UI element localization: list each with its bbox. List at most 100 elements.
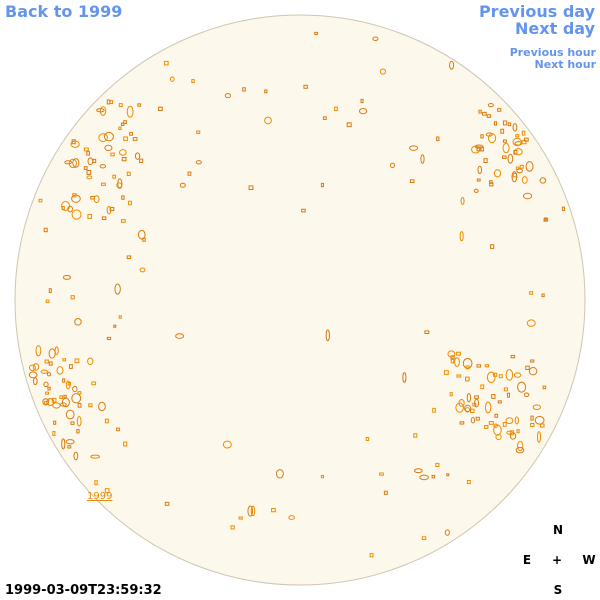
previous-hour-link[interactable]: Previous hour [510,46,597,59]
magnetic-contour [487,103,494,108]
magnetic-contour [532,404,541,410]
magnetic-contour [487,133,497,144]
magnetic-contour [40,369,49,374]
magnetic-contour [413,433,418,438]
magnetic-contour [191,79,195,84]
magnetic-contour [409,179,415,183]
magnetic-contour [47,386,51,391]
magnetic-contour [525,365,530,370]
magnetic-contour [447,350,456,358]
magnetic-contour [123,120,127,124]
magnetic-contour [242,87,246,92]
magnetic-contour [490,244,495,249]
magnetic-contour [94,480,98,486]
magnetic-contour [414,468,423,474]
magnetic-contour [301,208,306,213]
magnetic-contour [502,139,507,143]
magnetic-contour [314,31,318,35]
magnetic-contour [303,84,308,89]
magnetic-contour [497,400,502,404]
next-hour-link[interactable]: Next hour [535,58,597,71]
magnetic-contour [126,171,131,177]
magnetic-contour [450,358,455,364]
magnetic-contour [389,162,395,169]
magnetic-contour [264,116,272,125]
magnetic-contour [460,196,465,205]
solar-disk [14,14,586,586]
magnetic-contour [230,525,235,530]
magnetic-contour [409,145,419,151]
magnetic-contour [247,505,254,517]
magnetic-contour [513,149,518,155]
magnetic-contour [466,392,472,403]
magnetic-contour [462,357,473,369]
disk-label-link[interactable]: 1999 [87,491,112,502]
magnetic-contour [106,99,111,105]
magnetic-contour [541,293,545,298]
compass-north: N [553,523,563,537]
magnetic-contour [196,130,201,134]
magnetic-contour [250,505,256,517]
magnetic-contour [104,418,109,424]
magnetic-contour [99,164,107,169]
magnetic-contour [446,473,450,477]
magnetic-contour [478,109,482,114]
magnetic-contour [104,144,113,152]
magnetic-contour [517,381,527,393]
magnetic-contour [435,462,440,468]
magnetic-contour [519,164,524,169]
magnetic-contour [44,359,49,364]
next-day-link[interactable]: Next day [515,19,596,38]
magnetic-contour [139,267,146,273]
magnetic-contour [502,120,508,126]
magnetic-contour [477,165,483,175]
magnetic-contour [542,385,547,390]
magnetic-contour [503,387,508,392]
magnetic-contour [44,400,49,405]
magnetic-contour [475,416,480,421]
magnetic-contour [76,429,80,434]
magnetic-contour [73,451,79,461]
magnetic-contour [530,359,535,363]
magnetic-contour [138,229,146,240]
magnetic-contour [325,329,330,342]
magnetic-contour [59,402,67,407]
magnetic-contour [507,122,512,127]
magnetic-contour [505,417,514,425]
magnetic-contour [474,395,479,399]
magnetic-contour [35,345,42,357]
magnetic-contour [43,381,49,388]
magnetic-contour [72,193,77,198]
previous-day-link[interactable]: Previous day [479,2,596,21]
magnetic-contour [271,508,276,513]
magnetic-contour [118,315,122,319]
magnetic-contour [523,392,530,398]
magnetic-contour [530,423,535,427]
magnetic-contour [540,423,545,428]
magnetic-contour [120,219,126,223]
magnetic-contour [77,403,82,408]
magnetic-contour [464,376,470,382]
magnetic-contour [493,423,499,428]
magnetic-contour [86,151,90,156]
magnetic-contour [523,137,529,142]
magnetic-contour [513,148,523,156]
magnetic-contour [358,108,368,115]
magnetic-contour [104,488,110,494]
magnetic-contour [506,430,513,435]
magnetic-contour [112,174,117,179]
magnetic-contour [536,431,542,443]
magnetic-contour [52,402,61,409]
back-link[interactable]: Back to 1999 [5,2,122,21]
magnetic-contour [466,479,471,485]
magnetic-contour [74,358,80,364]
magnetic-contour [526,319,536,327]
magnetic-contour [455,402,464,413]
magnetic-contour [62,274,72,280]
magnetic-contour [51,397,57,403]
magnetic-contour [528,366,538,376]
magnetic-contour [86,169,92,175]
magnetic-contour [320,182,324,188]
compass-south: S [554,583,563,597]
